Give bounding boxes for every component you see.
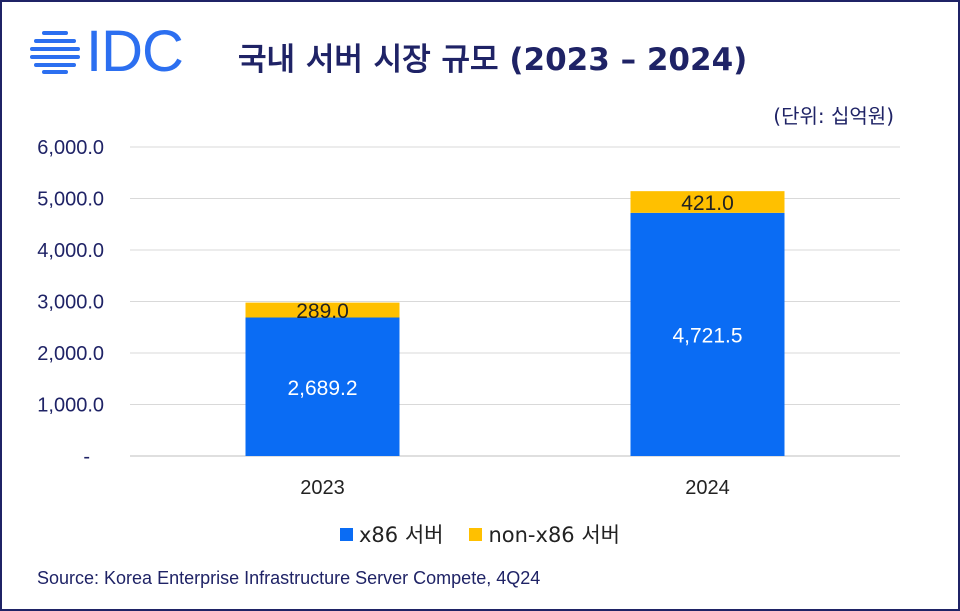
bar-segment [630, 191, 785, 213]
source-note: Source: Korea Enterprise Infrastructure … [37, 568, 541, 588]
y-tick-label: 2,000.0 [37, 343, 104, 365]
data-label: 4,721.5 [672, 324, 742, 347]
x-tick-label: 2023 [300, 477, 345, 499]
bar-segment [245, 317, 400, 456]
idc-logo: IDC [30, 19, 184, 84]
y-tick-label: - [83, 446, 90, 468]
globe-icon [30, 31, 80, 74]
legend-swatch-non-x86 [469, 527, 483, 541]
legend: x86 서버 non-x86 서버 [0, 519, 960, 549]
unit-label: (단위: 십억원) [773, 104, 894, 128]
legend-label-non-x86: non-x86 서버 [488, 523, 620, 547]
chart-title: 국내 서버 시장 규모 (2023 – 2024) [238, 42, 748, 78]
y-tick-label: 6,000.0 [37, 137, 104, 159]
y-tick-label: 5,000.0 [37, 189, 104, 211]
y-tick-label: 4,000.0 [37, 240, 104, 262]
x-tick-label: 2024 [685, 477, 730, 499]
bar-segment [630, 212, 785, 456]
y-tick-label: 1,000.0 [37, 395, 104, 417]
legend-label-x86: x86 서버 [359, 523, 444, 547]
data-label: 421.0 [681, 192, 734, 215]
bar-segment [245, 302, 400, 318]
legend-item-non-x86: non-x86 서버 [469, 519, 620, 549]
legend-item-x86: x86 서버 [340, 519, 443, 549]
legend-swatch-x86 [340, 527, 353, 541]
y-tick-label: 3,000.0 [37, 292, 104, 314]
logo-text: IDC [86, 19, 184, 84]
data-label: 2,689.2 [287, 377, 357, 400]
data-label: 289.0 [296, 300, 349, 323]
